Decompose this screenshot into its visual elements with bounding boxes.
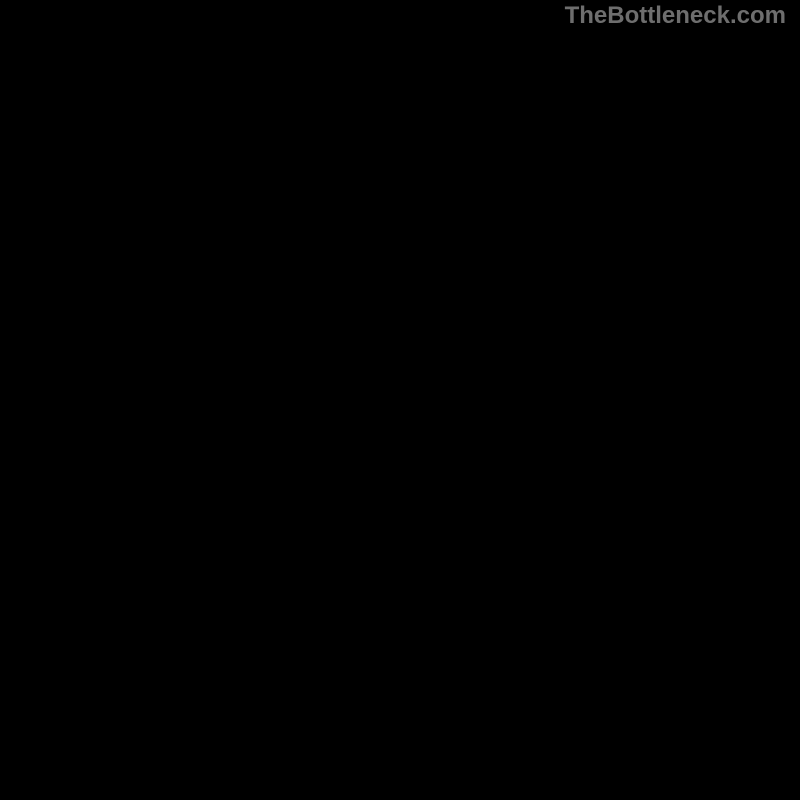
plot-svg bbox=[0, 0, 300, 150]
watermark-text: TheBottleneck.com bbox=[565, 2, 786, 30]
chart-container: TheBottleneck.com bbox=[0, 0, 800, 800]
